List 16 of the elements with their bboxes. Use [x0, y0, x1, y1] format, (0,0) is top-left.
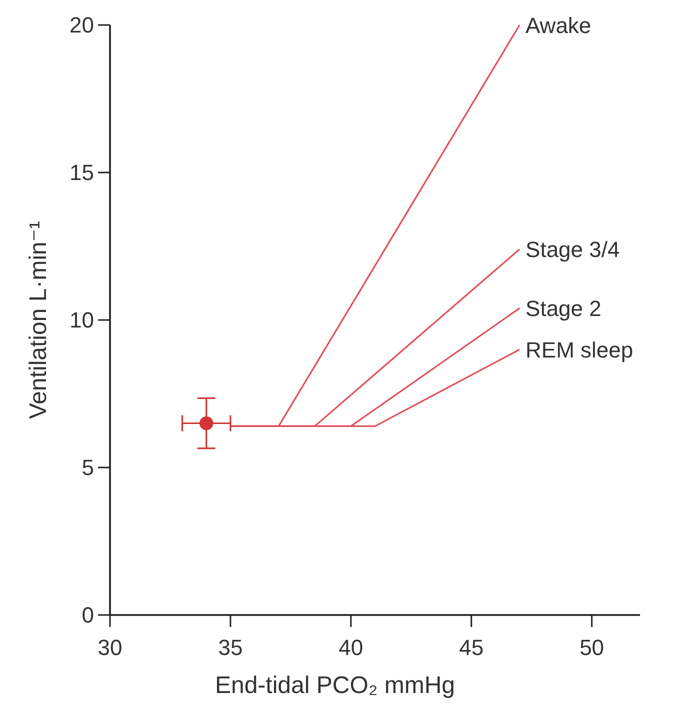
y-tick-label: 0 — [82, 602, 94, 628]
series-label: REM sleep — [526, 338, 634, 362]
series-label: Stage 3/4 — [526, 237, 620, 262]
x-tick-label: 50 — [580, 635, 604, 660]
y-tick-label: 10 — [70, 308, 94, 333]
y-tick-label: 15 — [70, 160, 94, 186]
y-tick-label: 5 — [82, 455, 94, 480]
y-tick-label: 20 — [70, 12, 94, 38]
x-tick-label: 30 — [98, 635, 122, 660]
y-axis-title: Ventilation L·min⁻¹ — [25, 220, 52, 420]
x-tick-label: 45 — [459, 635, 484, 660]
series-label: Awake — [526, 13, 592, 38]
x-tick-label: 40 — [338, 635, 364, 660]
x-tick-label: 35 — [218, 635, 243, 660]
x-axis-title: End-tidal PCO₂ mmHg — [214, 672, 456, 699]
series-label: Stage 2 — [526, 296, 602, 322]
